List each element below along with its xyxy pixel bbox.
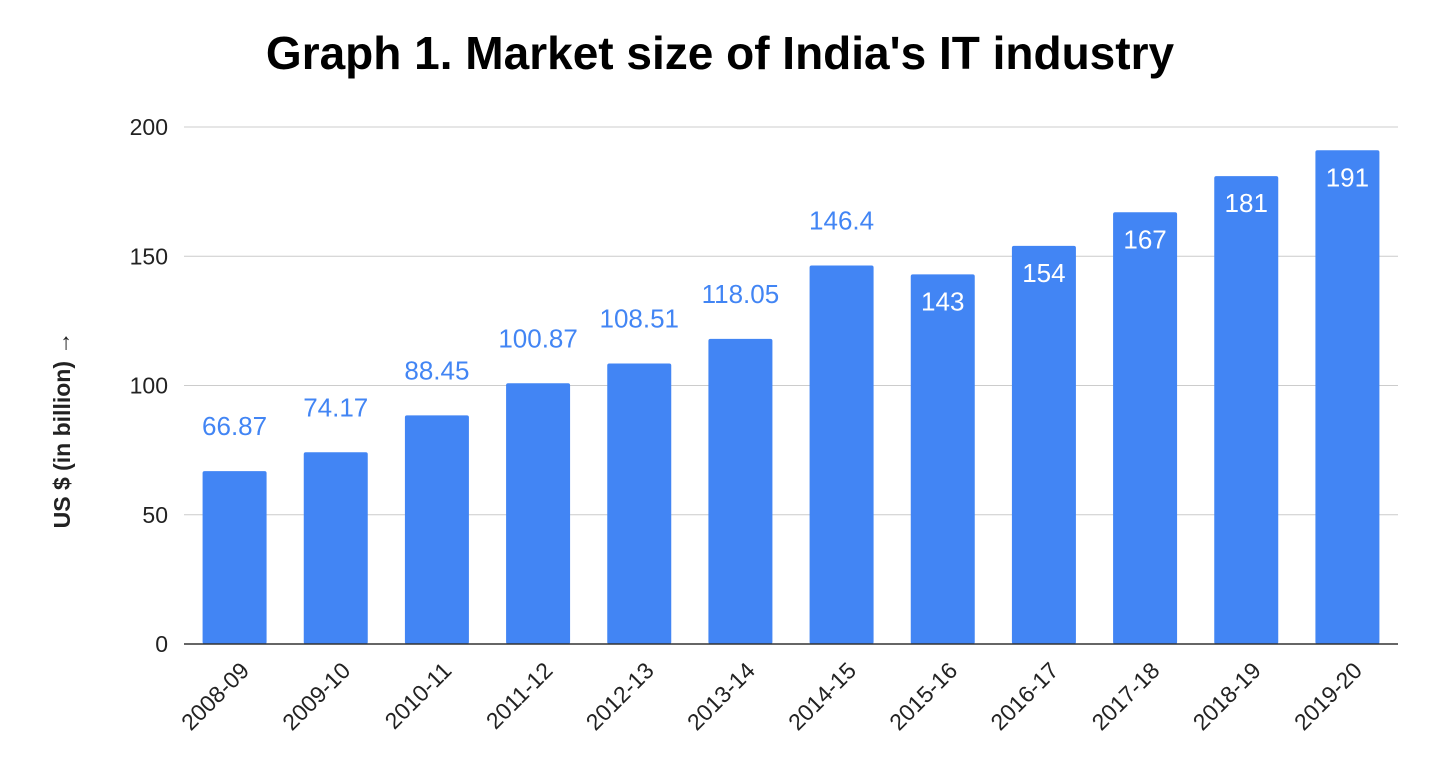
x-axis-ticks: 2008-09 2009-10 2010-11 2011-12 2012-13 2013-… bbox=[176, 657, 1367, 735]
x-tick-label: 2008-09 bbox=[176, 657, 254, 735]
x-tick-label: 2015-16 bbox=[884, 657, 962, 735]
y-tick-label: 50 bbox=[142, 502, 168, 528]
x-tick-label: 2009-10 bbox=[277, 657, 355, 735]
gridlines bbox=[184, 126, 1398, 516]
data-label: 167 bbox=[1123, 224, 1166, 254]
y-tick-label: 0 bbox=[155, 631, 168, 657]
data-label: 154 bbox=[1022, 258, 1065, 288]
y-axis-ticks: 0 50 100 150 200 bbox=[130, 114, 168, 657]
y-tick-label: 100 bbox=[130, 373, 168, 399]
y-tick-label: 150 bbox=[130, 243, 168, 269]
data-label: 100.87 bbox=[498, 323, 578, 353]
bar bbox=[404, 415, 469, 644]
bars bbox=[202, 150, 1380, 645]
data-label: 118.05 bbox=[702, 279, 780, 309]
x-tick-label: 2010-11 bbox=[380, 657, 457, 734]
data-label: 191 bbox=[1326, 162, 1369, 192]
bar bbox=[809, 265, 874, 644]
data-label: 74.17 bbox=[303, 392, 368, 422]
bar bbox=[708, 338, 773, 644]
bar bbox=[1315, 150, 1380, 644]
x-tick-label: 2012-13 bbox=[581, 657, 659, 735]
bar bbox=[607, 363, 672, 644]
data-label: 143 bbox=[921, 286, 964, 316]
x-tick-label: 2016-17 bbox=[985, 657, 1063, 735]
data-label: 66.87 bbox=[202, 411, 267, 441]
bar bbox=[910, 274, 975, 644]
chart-title: Graph 1. Market size of India's IT indus… bbox=[266, 27, 1175, 79]
x-tick-label: 2018-19 bbox=[1188, 657, 1266, 735]
data-labels: 66.87 74.17 88.45 100.87 108.51 118.05 146.4 14… bbox=[202, 162, 1369, 441]
data-label: 146.4 bbox=[809, 206, 874, 236]
bar bbox=[303, 452, 368, 644]
x-tick-label: 2014-15 bbox=[783, 657, 861, 735]
y-tick-label: 200 bbox=[130, 114, 168, 140]
y-axis-label: US $ (in billion) → bbox=[49, 332, 75, 529]
data-label: 108.51 bbox=[599, 304, 679, 334]
bar bbox=[1011, 245, 1076, 644]
bar bbox=[1113, 212, 1178, 644]
x-tick-label: 2011-12 bbox=[481, 657, 558, 734]
bar bbox=[506, 383, 571, 644]
x-tick-label: 2017-18 bbox=[1087, 657, 1165, 735]
x-tick-label: 2019-20 bbox=[1289, 657, 1367, 735]
data-label: 181 bbox=[1225, 188, 1268, 218]
bar bbox=[202, 471, 267, 644]
x-tick-label: 2013-14 bbox=[682, 657, 760, 735]
data-label: 88.45 bbox=[404, 355, 469, 385]
bar bbox=[1214, 176, 1279, 645]
